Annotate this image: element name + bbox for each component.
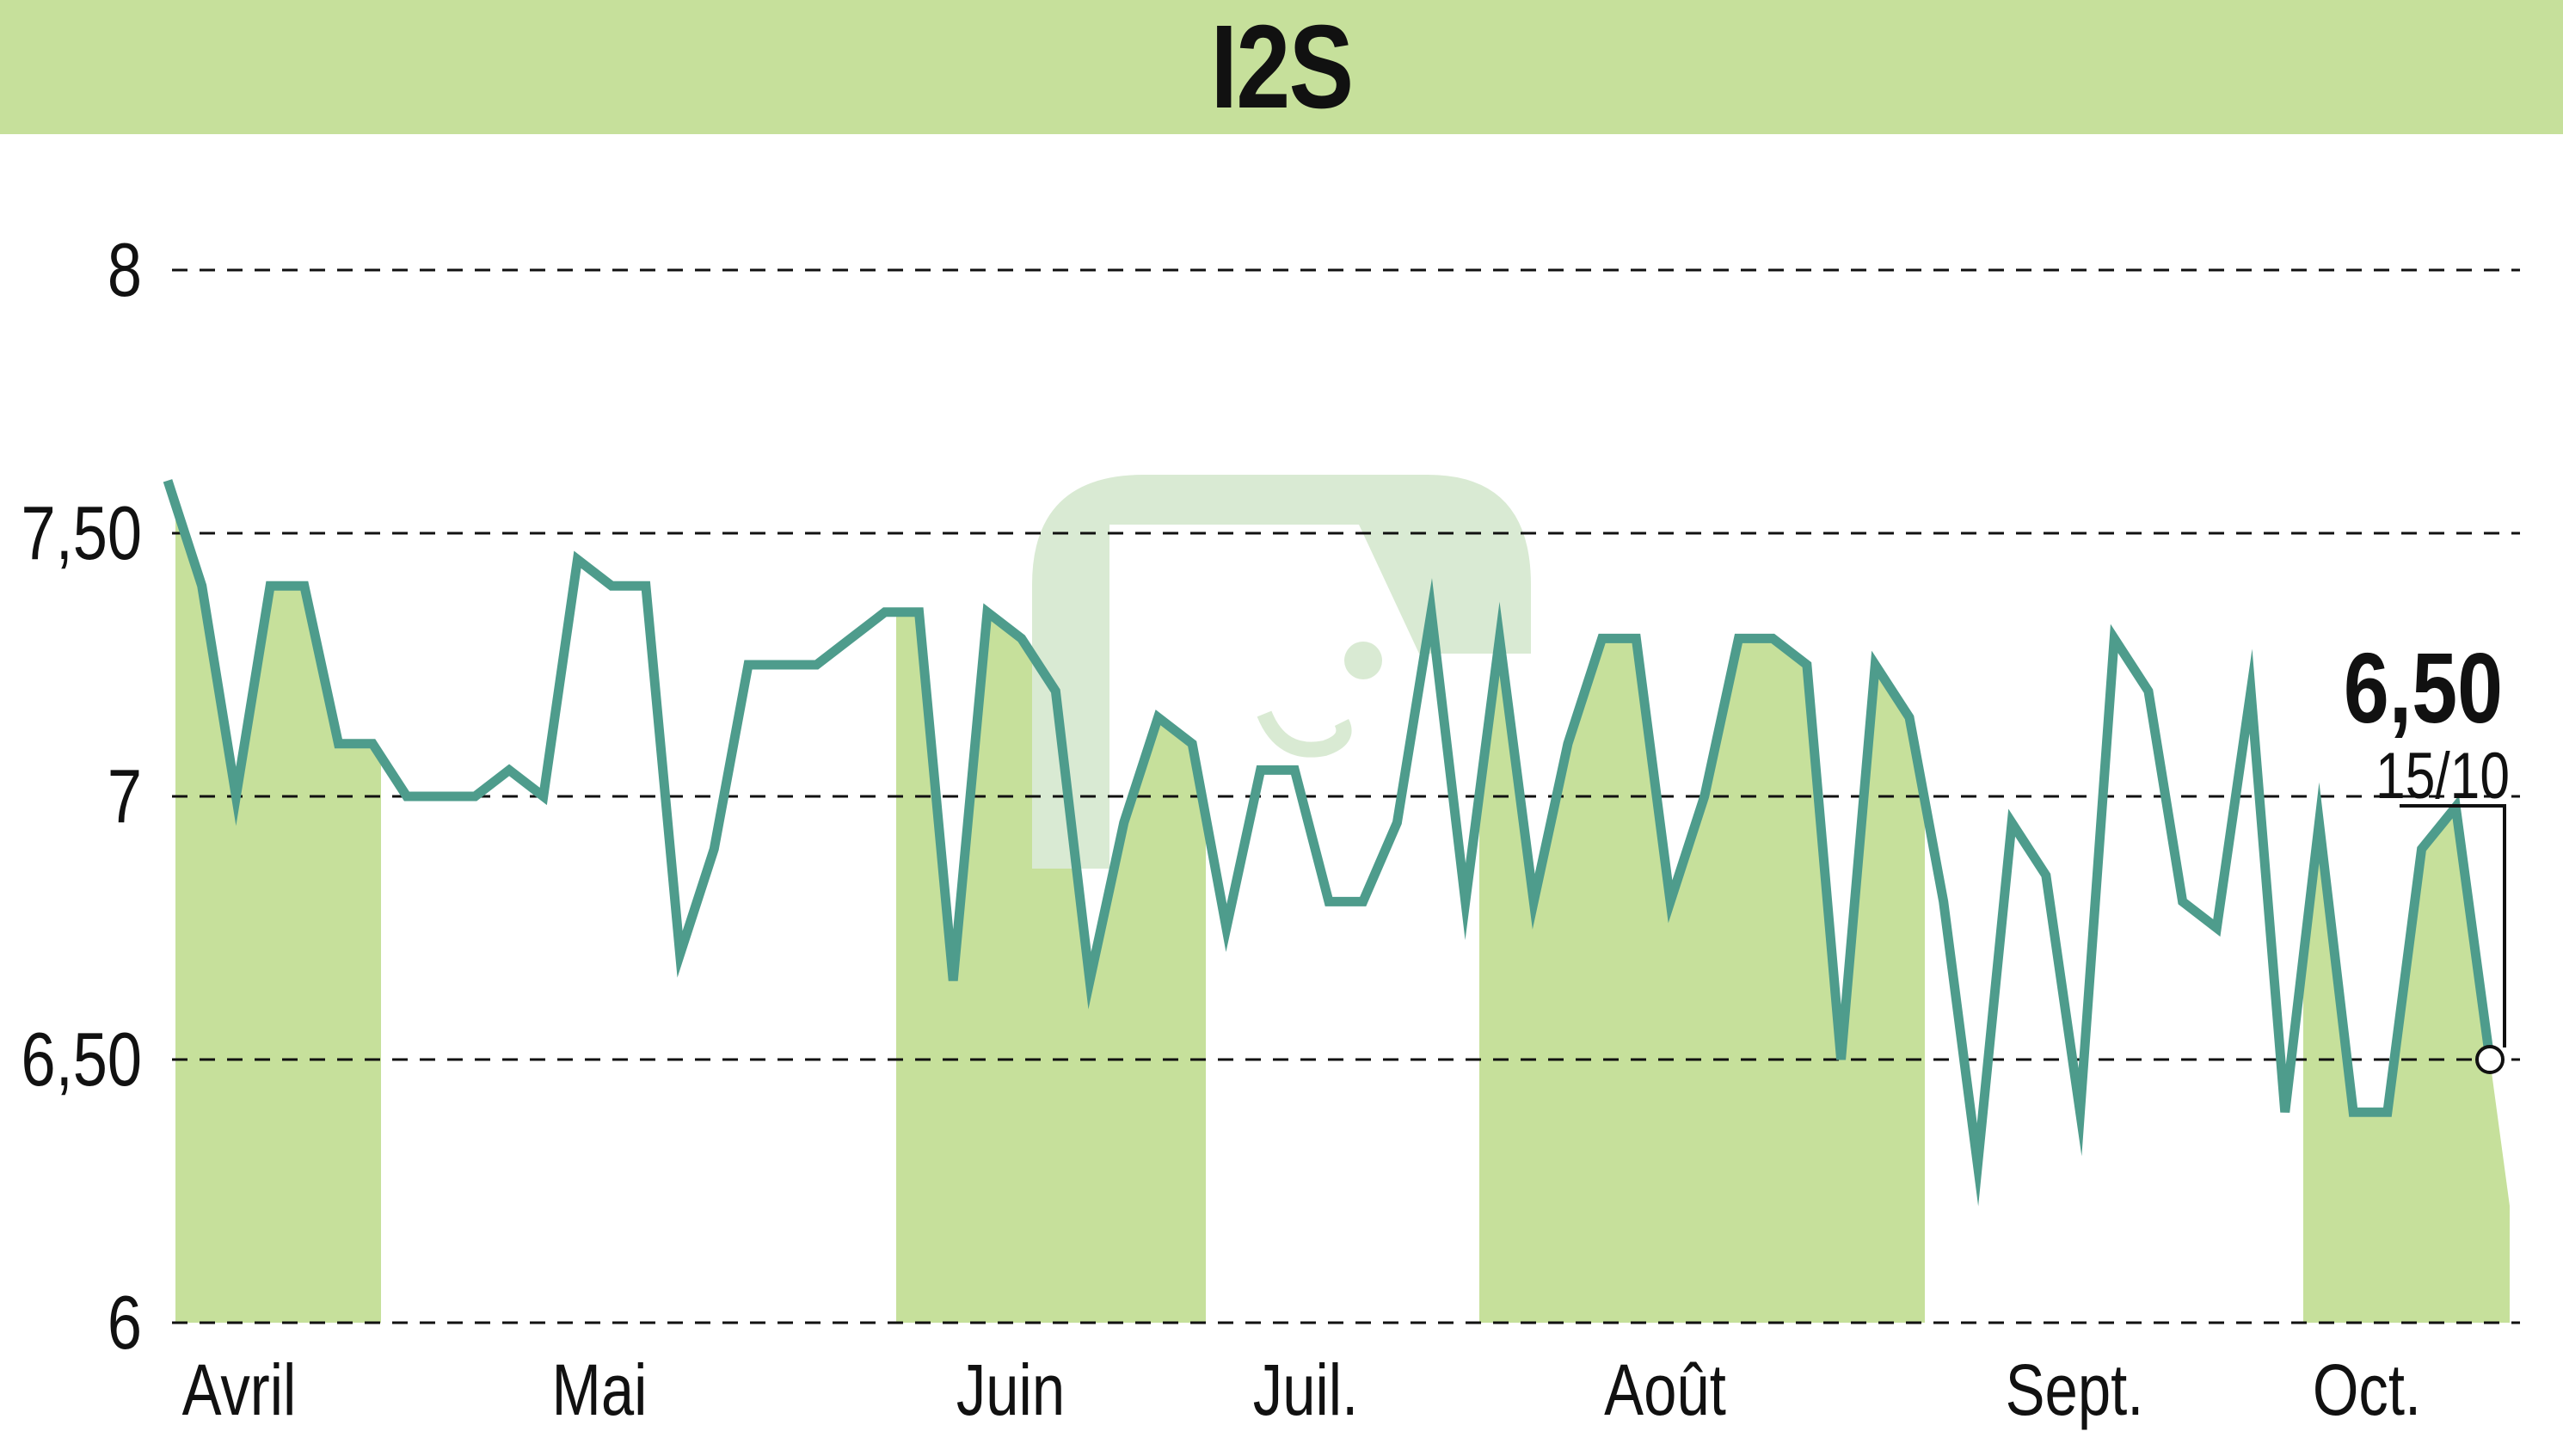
month-label: Juil. (1253, 1350, 1358, 1431)
month-label: Sept. (2006, 1350, 2144, 1431)
y-tick-label: 8 (108, 228, 142, 312)
month-label: Juin (956, 1350, 1065, 1431)
last-date-label: 15/10 (2376, 739, 2510, 812)
annotation-leader (2400, 804, 2506, 1047)
month-label: Avril (182, 1350, 297, 1431)
chart-header: I2S (0, 0, 2563, 134)
month-label: Oct. (2313, 1350, 2421, 1431)
shade-aot (1479, 638, 1925, 1323)
y-tick-label: 6,50 (22, 1017, 142, 1102)
last-point-marker (2475, 1045, 2505, 1074)
grid-layer (172, 268, 2520, 1324)
month-shading-layer (175, 504, 2510, 1323)
shade-oct (2303, 807, 2510, 1323)
series-line-layer (163, 479, 2495, 1207)
watermark-logo-icon (1032, 475, 1531, 869)
x-month-labels: Avril Mai Juin Juil. Août Sept. Oct. (182, 1350, 2421, 1431)
month-label: Août (1604, 1350, 1726, 1431)
last-value-label: 6,50 (2344, 633, 2503, 744)
month-label: Mai (552, 1350, 648, 1431)
y-tick-labels: 6 6,50 7 7,50 8 (22, 228, 142, 1365)
y-tick-label: 6 (108, 1281, 142, 1365)
y-tick-label: 7,50 (22, 491, 142, 575)
series-line (163, 479, 2495, 1207)
chart-title: I2S (1210, 1, 1355, 133)
y-tick-label: 7 (108, 754, 142, 839)
